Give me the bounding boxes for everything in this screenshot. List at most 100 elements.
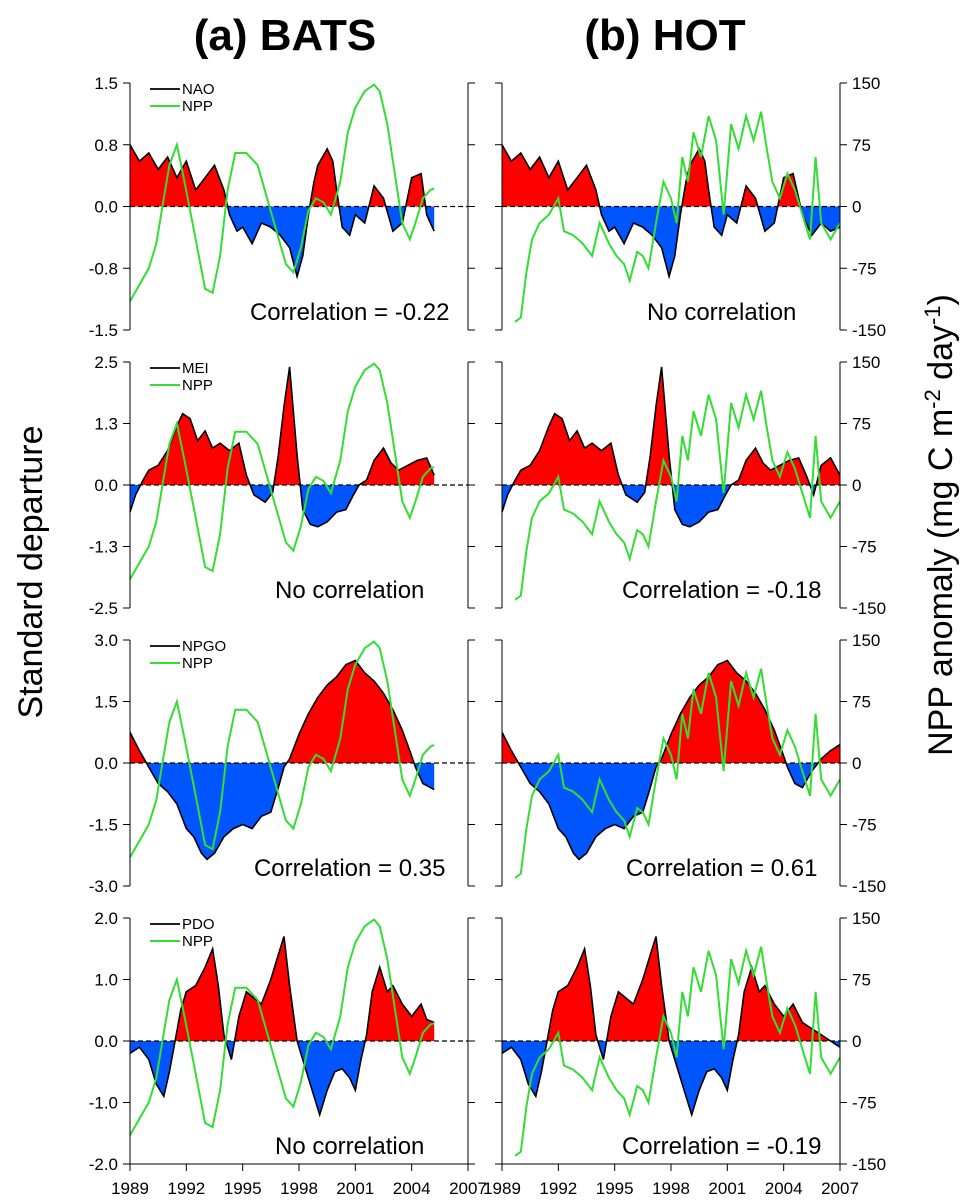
left-tick-label: -1.5	[89, 321, 118, 340]
right-tick-label: 75	[852, 415, 871, 434]
index-line	[501, 144, 841, 280]
x-tick-label: 1995	[596, 1179, 634, 1198]
right-tick-label: 0	[852, 754, 861, 773]
correlation-annotation: Correlation = 0.61	[626, 855, 817, 882]
x-tick-label: 2004	[393, 1179, 431, 1198]
negative-anomaly-area	[130, 206, 435, 277]
correlation-annotation: No correlation	[647, 299, 796, 326]
index-line	[129, 366, 435, 528]
positive-anomaly-area	[130, 660, 435, 763]
x-tick-label: 2007	[449, 1179, 487, 1198]
correlation-annotation: Correlation = -0.19	[622, 1133, 821, 1160]
left-tick-label: 3.0	[94, 631, 118, 650]
panel-hot-mei: 150 75 0 -75 -150 Correlation = -0.18	[495, 353, 886, 618]
left-tick-label: 0.0	[94, 754, 118, 773]
right-tick-label: 75	[852, 136, 871, 155]
panel-bats-pdo: 2.0 1.0 0.0 -1.0 -2.0 1989 1992 1995 1998 2001 200…	[89, 909, 487, 1198]
positive-anomaly-area	[502, 936, 840, 1041]
npp-line	[129, 640, 435, 858]
right-tick-label: -150	[852, 321, 886, 340]
npp-line	[129, 362, 435, 580]
left-tick-label: 1.5	[94, 74, 118, 93]
index-line	[129, 144, 435, 280]
positive-anomaly-area	[502, 144, 840, 207]
negative-anomaly-area	[130, 763, 435, 860]
left-tick-label: -0.8	[89, 259, 118, 278]
right-tick-label: -75	[852, 816, 877, 835]
legend-index-label: PDO	[182, 916, 215, 933]
right-tick-label: 75	[852, 971, 871, 990]
positive-anomaly-area	[502, 660, 840, 763]
title-hot: (b) HOT	[584, 11, 745, 60]
left-tick-label: -2.0	[89, 1155, 118, 1174]
right-tick-label: 150	[852, 74, 880, 93]
legend-npp-label: NPP	[182, 98, 213, 115]
correlation-annotation: Correlation = -0.18	[622, 577, 821, 604]
legend-index-label: MEI	[182, 360, 209, 377]
positive-anomaly-area	[130, 366, 435, 485]
right-tick-label: 0	[852, 198, 861, 217]
left-tick-label: -3.0	[89, 877, 118, 896]
npp-line	[129, 918, 435, 1136]
npp-line	[514, 946, 841, 1157]
x-tick-label: 1989	[111, 1179, 149, 1198]
y-label-right-part: )	[922, 294, 960, 305]
index-line	[129, 659, 435, 861]
y-axis-label-right: NPP anomaly (mg C m-2 day-1)	[920, 294, 960, 756]
x-tick-label: 2001	[336, 1179, 374, 1198]
negative-anomaly-area	[502, 206, 840, 277]
left-tick-label: 0.0	[94, 198, 118, 217]
x-tick-label: 2004	[765, 1179, 803, 1198]
left-tick-label: 0.8	[94, 136, 118, 155]
correlation-annotation: No correlation	[275, 577, 424, 604]
x-tick-label: 1992	[167, 1179, 205, 1198]
right-tick-label: 0	[852, 476, 861, 495]
panel-bats-nao: 1.5 0.8 0.0 -0.8 -1.5 Correlation = -0.22 NAON…	[89, 74, 475, 340]
panel-bats-npgo: 3.0 1.5 0.0 -1.5 -3.0 Correlation = 0.35 NPGON…	[89, 631, 475, 896]
left-tick-label: -2.5	[89, 599, 118, 618]
left-tick-label: 2.0	[94, 909, 118, 928]
x-tick-label: 1998	[280, 1179, 318, 1198]
right-tick-label: 150	[852, 631, 880, 650]
index-line	[501, 366, 841, 528]
x-tick-label: 1992	[539, 1179, 577, 1198]
y-label-right-part: day	[922, 325, 960, 389]
x-tick-label: 1989	[483, 1179, 521, 1198]
right-tick-label: 150	[852, 353, 880, 372]
index-line	[129, 936, 435, 1118]
legend-npp-label: NPP	[182, 933, 213, 950]
legend-npp-label: NPP	[182, 377, 213, 394]
left-tick-label: -1.0	[89, 1094, 118, 1113]
left-tick-label: -1.5	[89, 816, 118, 835]
right-tick-label: -150	[852, 599, 886, 618]
left-tick-label: 1.0	[94, 971, 118, 990]
right-tick-label: -75	[852, 1094, 877, 1113]
x-tick-label: 2001	[708, 1179, 746, 1198]
right-tick-label: 75	[852, 693, 871, 712]
right-tick-label: 150	[852, 909, 880, 928]
left-tick-label: 1.5	[94, 693, 118, 712]
x-tick-label: 1995	[224, 1179, 262, 1198]
correlation-annotation: Correlation = 0.35	[254, 855, 445, 882]
right-tick-label: -150	[852, 1155, 886, 1174]
left-tick-label: 1.3	[94, 415, 118, 434]
npp-line	[514, 668, 841, 879]
right-tick-label: 0	[852, 1032, 861, 1051]
left-tick-label: -1.3	[89, 538, 118, 557]
npp-line	[129, 83, 435, 302]
right-tick-label: -75	[852, 538, 877, 557]
right-tick-label: -75	[852, 259, 877, 278]
panel-hot-pdo: 150 75 0 -75 -150 1989 1992 1995 1998 2001 2004 200…	[483, 909, 886, 1198]
positive-anomaly-area	[502, 366, 840, 485]
correlation-annotation: No correlation	[275, 1133, 424, 1160]
y-label-right-part: -2	[920, 389, 945, 409]
y-label-right-part: -1	[920, 305, 945, 325]
left-tick-label: 0.0	[94, 1032, 118, 1051]
legend-npp-label: NPP	[182, 655, 213, 672]
left-tick-label: 2.5	[94, 353, 118, 372]
npp-line	[514, 390, 841, 601]
npp-line	[514, 111, 841, 323]
